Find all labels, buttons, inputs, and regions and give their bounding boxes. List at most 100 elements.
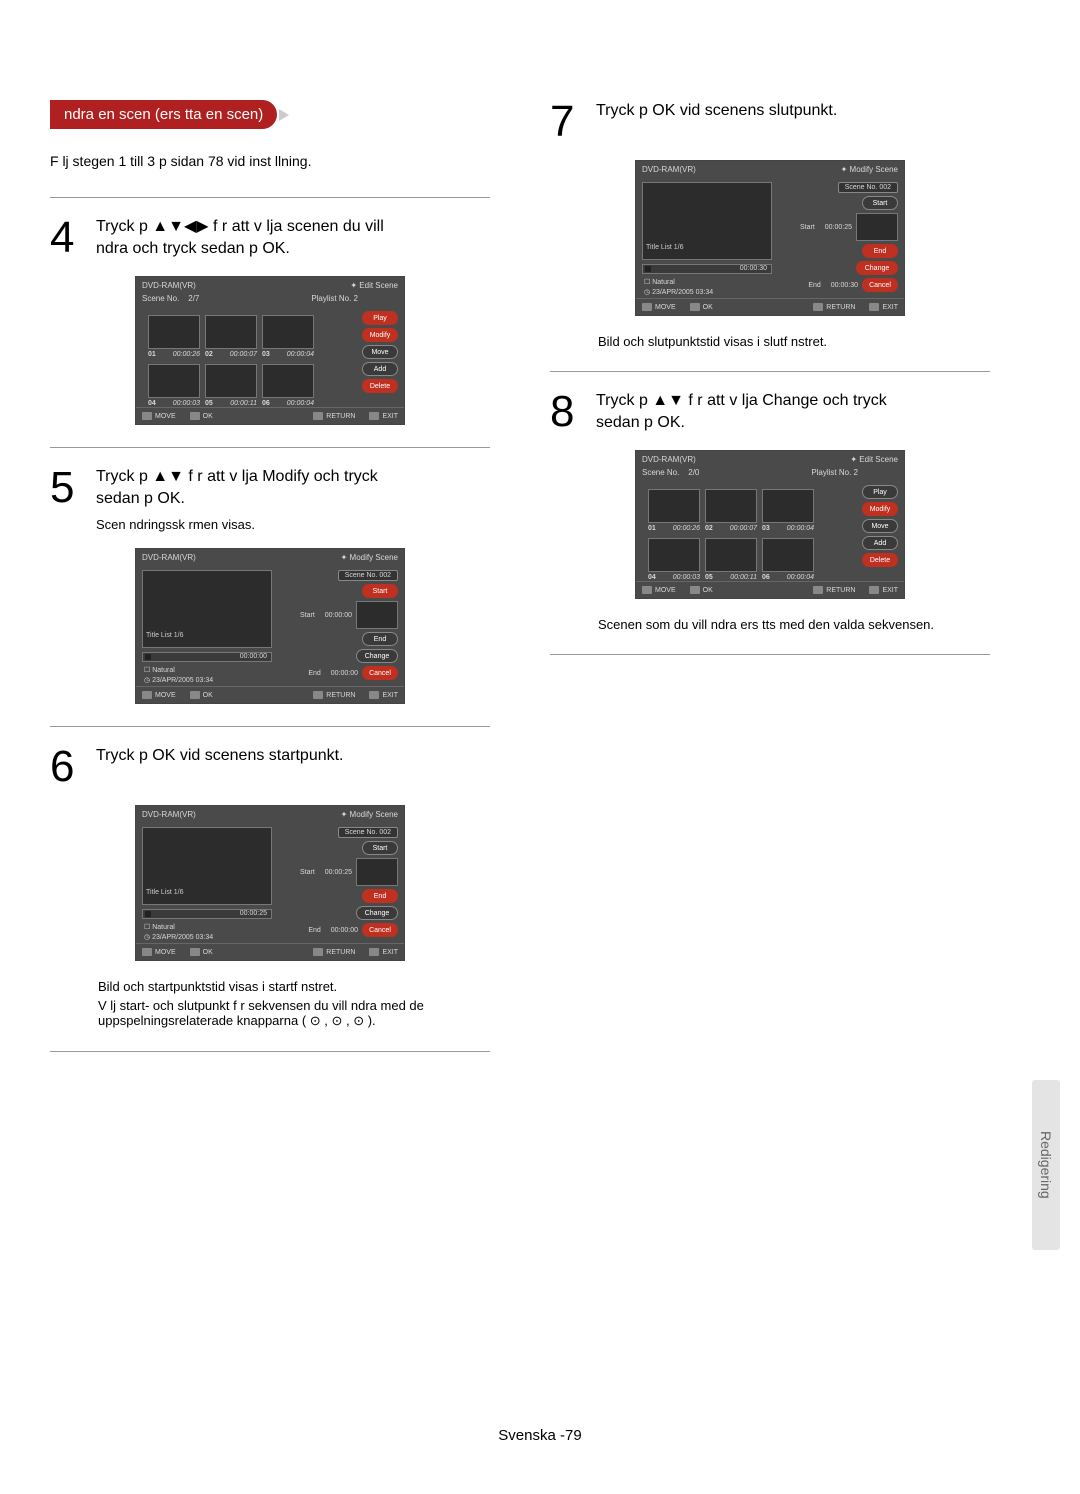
scene-thumb[interactable] [205,364,257,398]
step-6: 6 Tryck p OK vid scenens startpunkt. [50,745,490,789]
title-list-label: Title List 1/6 [646,244,683,251]
scene-badge: Scene No. 002 [838,182,898,193]
delete-button[interactable]: Delete [362,379,398,393]
t: Tryck p [596,392,652,409]
start-button[interactable]: Start [862,196,898,210]
modify-button[interactable]: Modify [862,502,898,516]
section-header: ndra en scen (ers tta en scen) [50,100,277,129]
scene-thumb[interactable] [705,489,757,523]
move-button[interactable]: Move [362,345,398,359]
title-list-label: Title List 1/6 [146,632,183,639]
progress-bar[interactable]: 00:00:30 [642,264,772,274]
foot-ok: OK [190,691,213,699]
dvd-modify-scene-window: DVD-RAM(VR) ✦ Modify Scene Title List 1/… [635,160,905,316]
scene-thumb[interactable] [148,315,200,349]
t: Playlist No. 2 [311,294,358,303]
t: 00:00:11 [230,400,257,407]
t: 23/APR/2005 03:34 [652,289,713,296]
start-thumb [856,213,898,241]
n: 06 [262,400,270,407]
scene-thumb[interactable] [648,489,700,523]
step8-note: Scenen som du vill ndra ers tts med den … [598,617,990,632]
t: Playlist No. 2 [811,468,858,477]
end-button[interactable]: End [862,244,898,258]
foot-move: MOVE [142,948,176,956]
cancel-button[interactable]: Cancel [362,923,398,937]
t: 00:00:30 [831,282,858,289]
t: 00:00:00 [331,670,358,677]
scene-thumb[interactable] [648,538,700,572]
cancel-button[interactable]: Cancel [362,666,398,680]
step-7: 7 Tryck p OK vid scenens slutpunkt. [550,100,990,144]
end-button[interactable]: End [362,889,398,903]
step6-note1: Bild och startpunktstid visas i startf n… [98,979,490,994]
step-number: 5 [50,466,86,532]
step-title: Tryck p ▲▼◀▶ f r att v lja scenen du vil… [96,216,490,259]
dvd-title: DVD-RAM(VR) [142,281,196,290]
move-button[interactable]: Move [862,519,898,533]
foot-ok: OK [190,412,213,420]
foot-move: MOVE [642,303,676,311]
divider [550,654,990,655]
step6-note2: V lj start- och slutpunkt f r sekvensen … [98,998,490,1029]
n: 01 [648,525,656,532]
foot-exit: EXIT [369,948,398,956]
dvd-mode: ✦ Modify Scene [341,810,398,819]
progress-bar[interactable]: 00:00:00 [142,652,272,662]
scene-thumb[interactable] [705,538,757,572]
play-button[interactable]: Play [862,485,898,499]
end-button[interactable]: End [362,632,398,646]
scene-thumb[interactable] [262,315,314,349]
start-button[interactable]: Start [362,841,398,855]
t: 00:00:26 [673,525,700,532]
n: 02 [205,351,213,358]
modify-button[interactable]: Modify [362,328,398,342]
t: 00:00:25 [325,869,352,876]
foot-exit: EXIT [869,303,898,311]
t: 00:00:26 [173,351,200,358]
scene-thumb[interactable] [762,489,814,523]
change-button[interactable]: Change [356,906,398,920]
add-button[interactable]: Add [862,536,898,550]
t: 00:00:07 [730,525,757,532]
dvd-modify-scene-window: DVD-RAM(VR) ✦ Modify Scene Title List 1/… [135,548,405,704]
t: Tryck p [96,468,152,485]
t: 23/APR/2005 03:34 [152,934,213,941]
t: f r att v lja Change och tryck [684,392,887,409]
progress-bar[interactable]: 00:00:25 [142,909,272,919]
step-4: 4 Tryck p ▲▼◀▶ f r att v lja scenen du v… [50,216,490,260]
foot-ok: OK [690,303,713,311]
scene-thumb[interactable] [205,315,257,349]
scene-badge: Scene No. 002 [338,570,398,581]
dvd-title: DVD-RAM(VR) [142,553,196,562]
t: 00:00:04 [287,351,314,358]
t: 00:00:04 [787,574,814,581]
change-button[interactable]: Change [356,649,398,663]
change-button[interactable]: Change [856,261,898,275]
delete-button[interactable]: Delete [862,553,898,567]
cancel-button[interactable]: Cancel [862,278,898,292]
t: Natural [152,924,175,931]
foot-return: RETURN [813,586,855,594]
step-8: 8 Tryck p ▲▼ f r att v lja Change och tr… [550,390,990,434]
play-button[interactable]: Play [362,311,398,325]
n: 05 [205,400,213,407]
dvd-mode: ✦ Modify Scene [341,553,398,562]
t: Natural [652,279,675,286]
foot-exit: EXIT [869,586,898,594]
t: sedan p OK. [96,490,185,507]
n: 04 [148,400,156,407]
dvd-title: DVD-RAM(VR) [642,165,696,174]
add-button[interactable]: Add [362,362,398,376]
scene-thumb[interactable] [762,538,814,572]
scene-thumb[interactable] [262,364,314,398]
t: f r att v lja scenen du vill [209,218,384,235]
t: Start [800,224,815,231]
start-button[interactable]: Start [362,584,398,598]
t: 00:00:03 [173,400,200,407]
dvd-mode: ✦ Modify Scene [841,165,898,174]
t: 00:00:00 [240,653,267,660]
scene-thumb[interactable] [148,364,200,398]
t: Modify Scene [350,810,398,819]
t: 00:00:07 [230,351,257,358]
